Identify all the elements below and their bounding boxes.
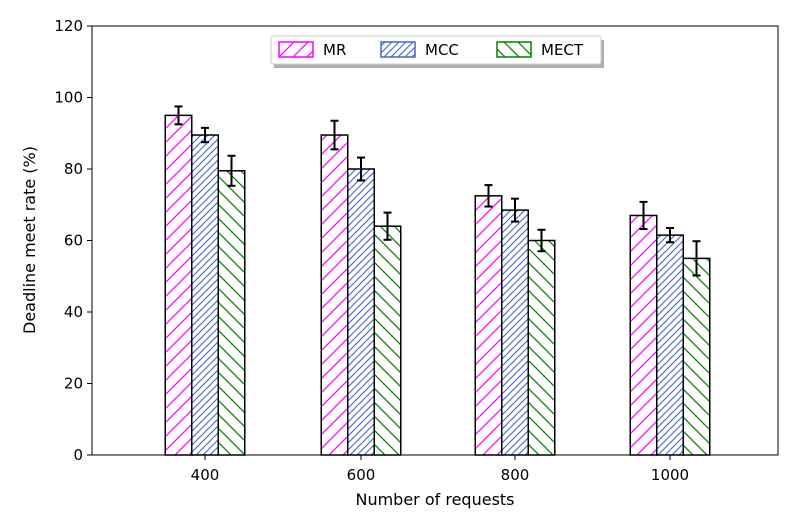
bar-mcc-800 [501, 209, 529, 456]
bar-mect-600 [373, 225, 402, 456]
x-tick-label: 800 [501, 466, 530, 484]
bar-mect-1000 [682, 257, 711, 456]
x-axis-label: Number of requests [355, 490, 514, 509]
bar-mect-400 [217, 170, 246, 456]
legend-swatch-mect [496, 41, 532, 58]
x-tick-label: 400 [191, 466, 220, 484]
y-axis: 0 20 40 60 80 100 120 [54, 17, 92, 464]
y-tick-label: 120 [54, 17, 83, 35]
y-tick-label: 20 [64, 375, 83, 393]
bar-mcc-400 [191, 134, 219, 456]
legend-label-mect: MECT [541, 41, 584, 59]
legend-swatch-mcc [380, 41, 416, 58]
y-tick-label: 80 [64, 160, 83, 178]
y-tick-label: 100 [54, 89, 83, 107]
bar-mr-1000 [629, 214, 658, 456]
bar-mr-600 [320, 134, 349, 456]
bars [164, 114, 711, 456]
x-axis: 400 600 800 1000 [191, 455, 689, 484]
y-tick-label: 0 [73, 446, 83, 464]
y-tick-label: 60 [64, 232, 83, 250]
y-axis-label: Deadline meet rate (%) [20, 146, 39, 334]
bar-mcc-600 [347, 168, 375, 456]
bar-mr-400 [164, 114, 193, 456]
legend-label-mr: MR [323, 41, 346, 59]
y-tick-label: 40 [64, 303, 83, 321]
bar-mcc-1000 [656, 234, 684, 456]
x-tick-label: 1000 [651, 466, 689, 484]
bar-mect-800 [527, 239, 556, 456]
legend-label-mcc: MCC [425, 41, 459, 59]
bar-mr-800 [474, 195, 503, 456]
x-tick-label: 600 [347, 466, 376, 484]
legend: MR MCC MECT [270, 35, 604, 68]
error-bars [174, 105, 701, 277]
legend-swatch-mr [278, 41, 314, 58]
